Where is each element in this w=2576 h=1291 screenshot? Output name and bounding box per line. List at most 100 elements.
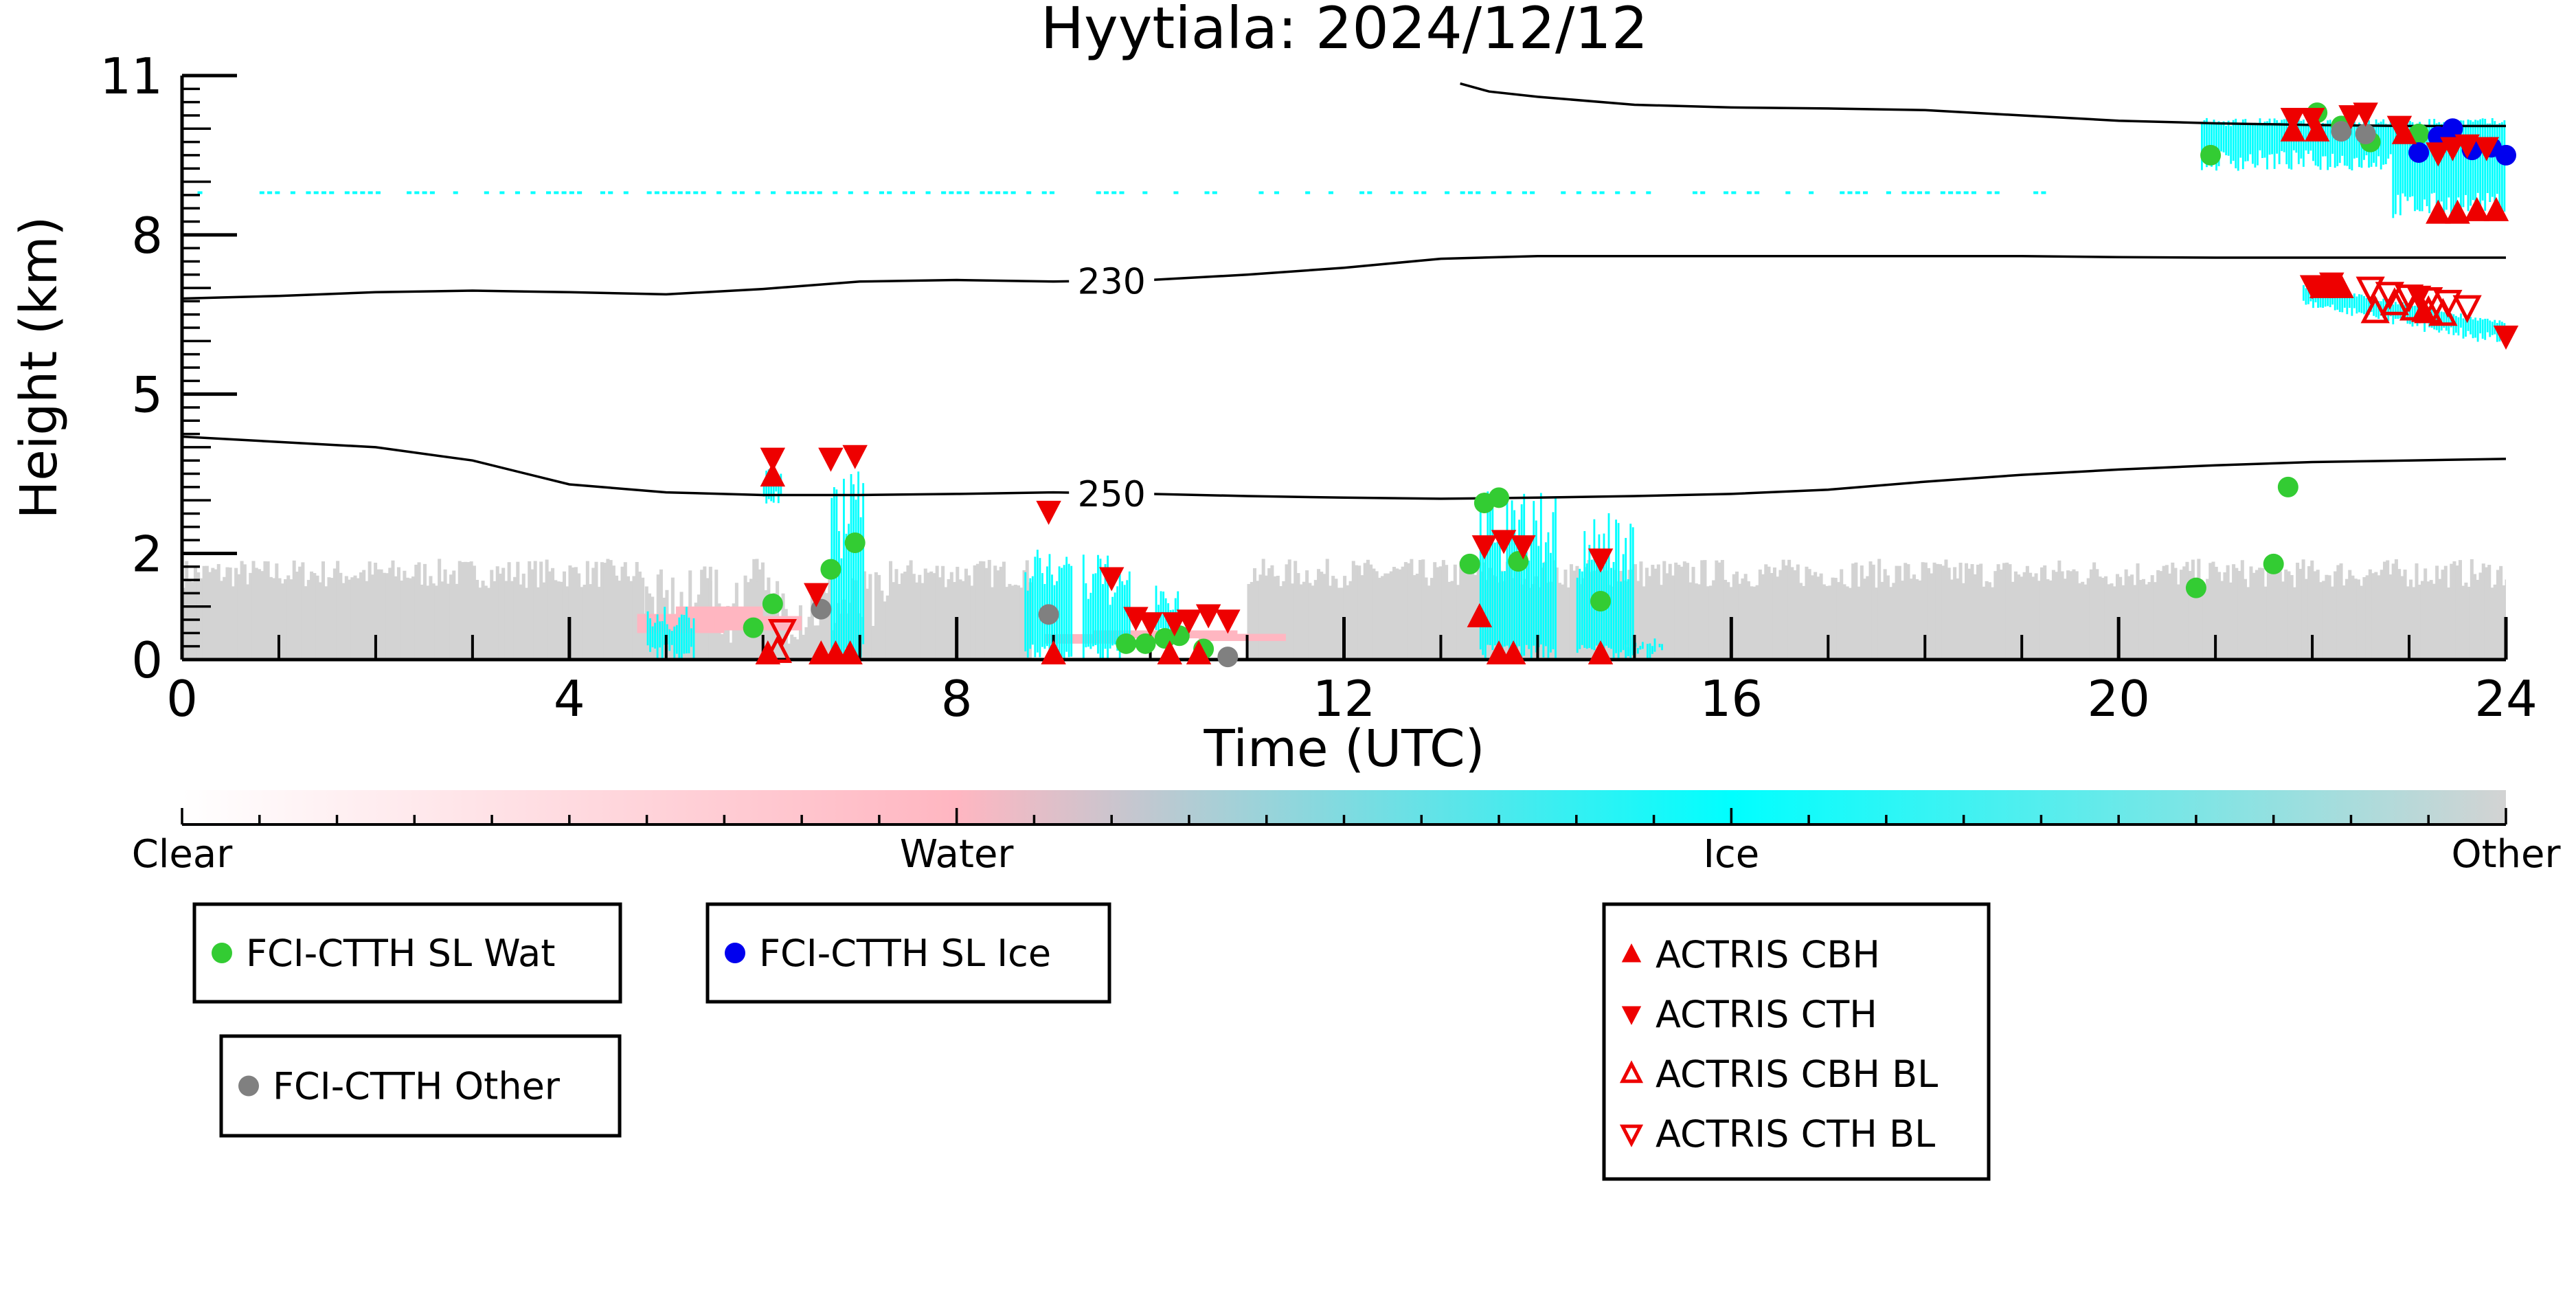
field-other-column (292, 560, 296, 660)
field-ice-column (1523, 493, 1526, 656)
field-ice-column (2479, 119, 2482, 214)
field-other-column (1810, 575, 1814, 660)
field-ice-column (1601, 571, 1603, 658)
field-ice-layer (1948, 191, 1954, 194)
marker-actris-cth-bl (767, 618, 798, 647)
field-other-column (2467, 587, 2471, 660)
field-ice-column (2430, 124, 2433, 194)
plot-axes: 0 4 8 12 16 20 24 0 2 5 8 11 (100, 47, 2537, 728)
field-ice-column (1513, 510, 1515, 651)
marker-actris-cbh (2426, 199, 2451, 224)
field-other-column (2400, 576, 2404, 660)
field-other-column (1407, 563, 1411, 660)
field-other-column (2478, 572, 2483, 660)
field-other-column (816, 625, 820, 660)
field-ice-column (1065, 557, 1068, 652)
field-ice-column (661, 621, 664, 660)
field-other-column (199, 578, 203, 660)
field-ice-column (2225, 126, 2228, 155)
field-other-column (385, 573, 389, 660)
field-other-column (382, 572, 386, 660)
field-other-column (1761, 574, 1765, 660)
field-other-column (1653, 568, 1658, 660)
field-other-column (2443, 565, 2448, 660)
field-other-column (310, 571, 314, 660)
field-other-column (414, 564, 418, 660)
field-ice-column (1160, 591, 1162, 629)
field-other-column (536, 587, 540, 660)
field-ice-layer (608, 191, 613, 194)
legend-marker-fci-ctth-sl-wat (212, 943, 232, 963)
field-other-column (321, 561, 326, 660)
field-other-column (513, 576, 517, 660)
field-other-column (185, 561, 189, 660)
field-other-column (1976, 564, 1980, 660)
field-ice-column (1520, 504, 1523, 658)
field-other-column (1381, 576, 1385, 660)
field-ice-column (2220, 124, 2222, 152)
marker-fci-ctth-other (1038, 604, 1059, 625)
legend-marker-actris-cbh-bl (1619, 1060, 1644, 1084)
field-ice-layer (515, 191, 520, 194)
field-other-column (600, 562, 604, 660)
field-other-column (1459, 561, 1463, 660)
field-ice-column (2324, 291, 2327, 307)
field-other-column (205, 565, 209, 660)
field-other-column (1807, 569, 1811, 660)
field-other-column (1633, 564, 1637, 660)
field-other-column (1831, 577, 1835, 660)
field-ice-column (1031, 576, 1034, 645)
field-ice-column (1061, 568, 1063, 660)
field-other-column (2452, 561, 2456, 660)
marker-fci-ctth-sl-wat (762, 593, 783, 614)
field-ice-column (670, 631, 673, 645)
field-other-column (996, 570, 1000, 660)
field-ice-column (2343, 121, 2346, 166)
field-other-column (2336, 565, 2340, 660)
field-other-column (228, 568, 232, 660)
field-ice-column (654, 622, 656, 649)
field-other-column (2368, 569, 2372, 660)
field-ice-layer (267, 191, 273, 194)
field-other-column (464, 561, 468, 660)
field-other-column (2249, 566, 2253, 660)
field-other-column (1979, 563, 1983, 660)
field-ice-column (1542, 563, 1545, 658)
field-other-column (632, 576, 636, 660)
contour-label: 250 (1078, 474, 1146, 515)
field-ice-layer (1530, 191, 1535, 194)
field-ice-column (1024, 572, 1027, 652)
field-other-column (225, 567, 229, 660)
field-ice-column (1627, 647, 1629, 656)
field-ice-column (770, 480, 773, 502)
field-other-column (1993, 571, 1998, 660)
field-other-column (626, 576, 631, 660)
field-other-column (743, 638, 747, 660)
field-other-column (1392, 567, 1397, 660)
field-other-column (2147, 582, 2151, 660)
field-other-column (1325, 559, 1329, 660)
field-ice-column (2343, 291, 2346, 308)
field-ice-column (1489, 510, 1491, 645)
field-other-column (1293, 561, 1298, 660)
field-ice-column (2489, 320, 2492, 337)
field-other-column (1013, 585, 1017, 660)
field-ice-layer (1398, 191, 1403, 194)
x-tick-label: 24 (2474, 670, 2538, 728)
field-ice-column (1585, 563, 1588, 649)
field-other-column (434, 585, 438, 660)
field-ice-column (2457, 126, 2460, 198)
field-other-column (475, 579, 479, 660)
field-other-column (1787, 559, 1792, 660)
field-other-column (2388, 574, 2393, 660)
marker-actris-cth (1588, 548, 1614, 573)
field-other-column (1886, 575, 1890, 660)
field-other-column (1996, 564, 2000, 660)
field-other-column (304, 586, 308, 660)
field-other-column (530, 569, 534, 660)
field-ice-layer (1173, 191, 1179, 194)
field-ice-column (2203, 120, 2206, 150)
field-ice-layer (1731, 191, 1737, 194)
field-ice-column (2355, 124, 2358, 158)
field-ice-column (1089, 592, 1092, 649)
